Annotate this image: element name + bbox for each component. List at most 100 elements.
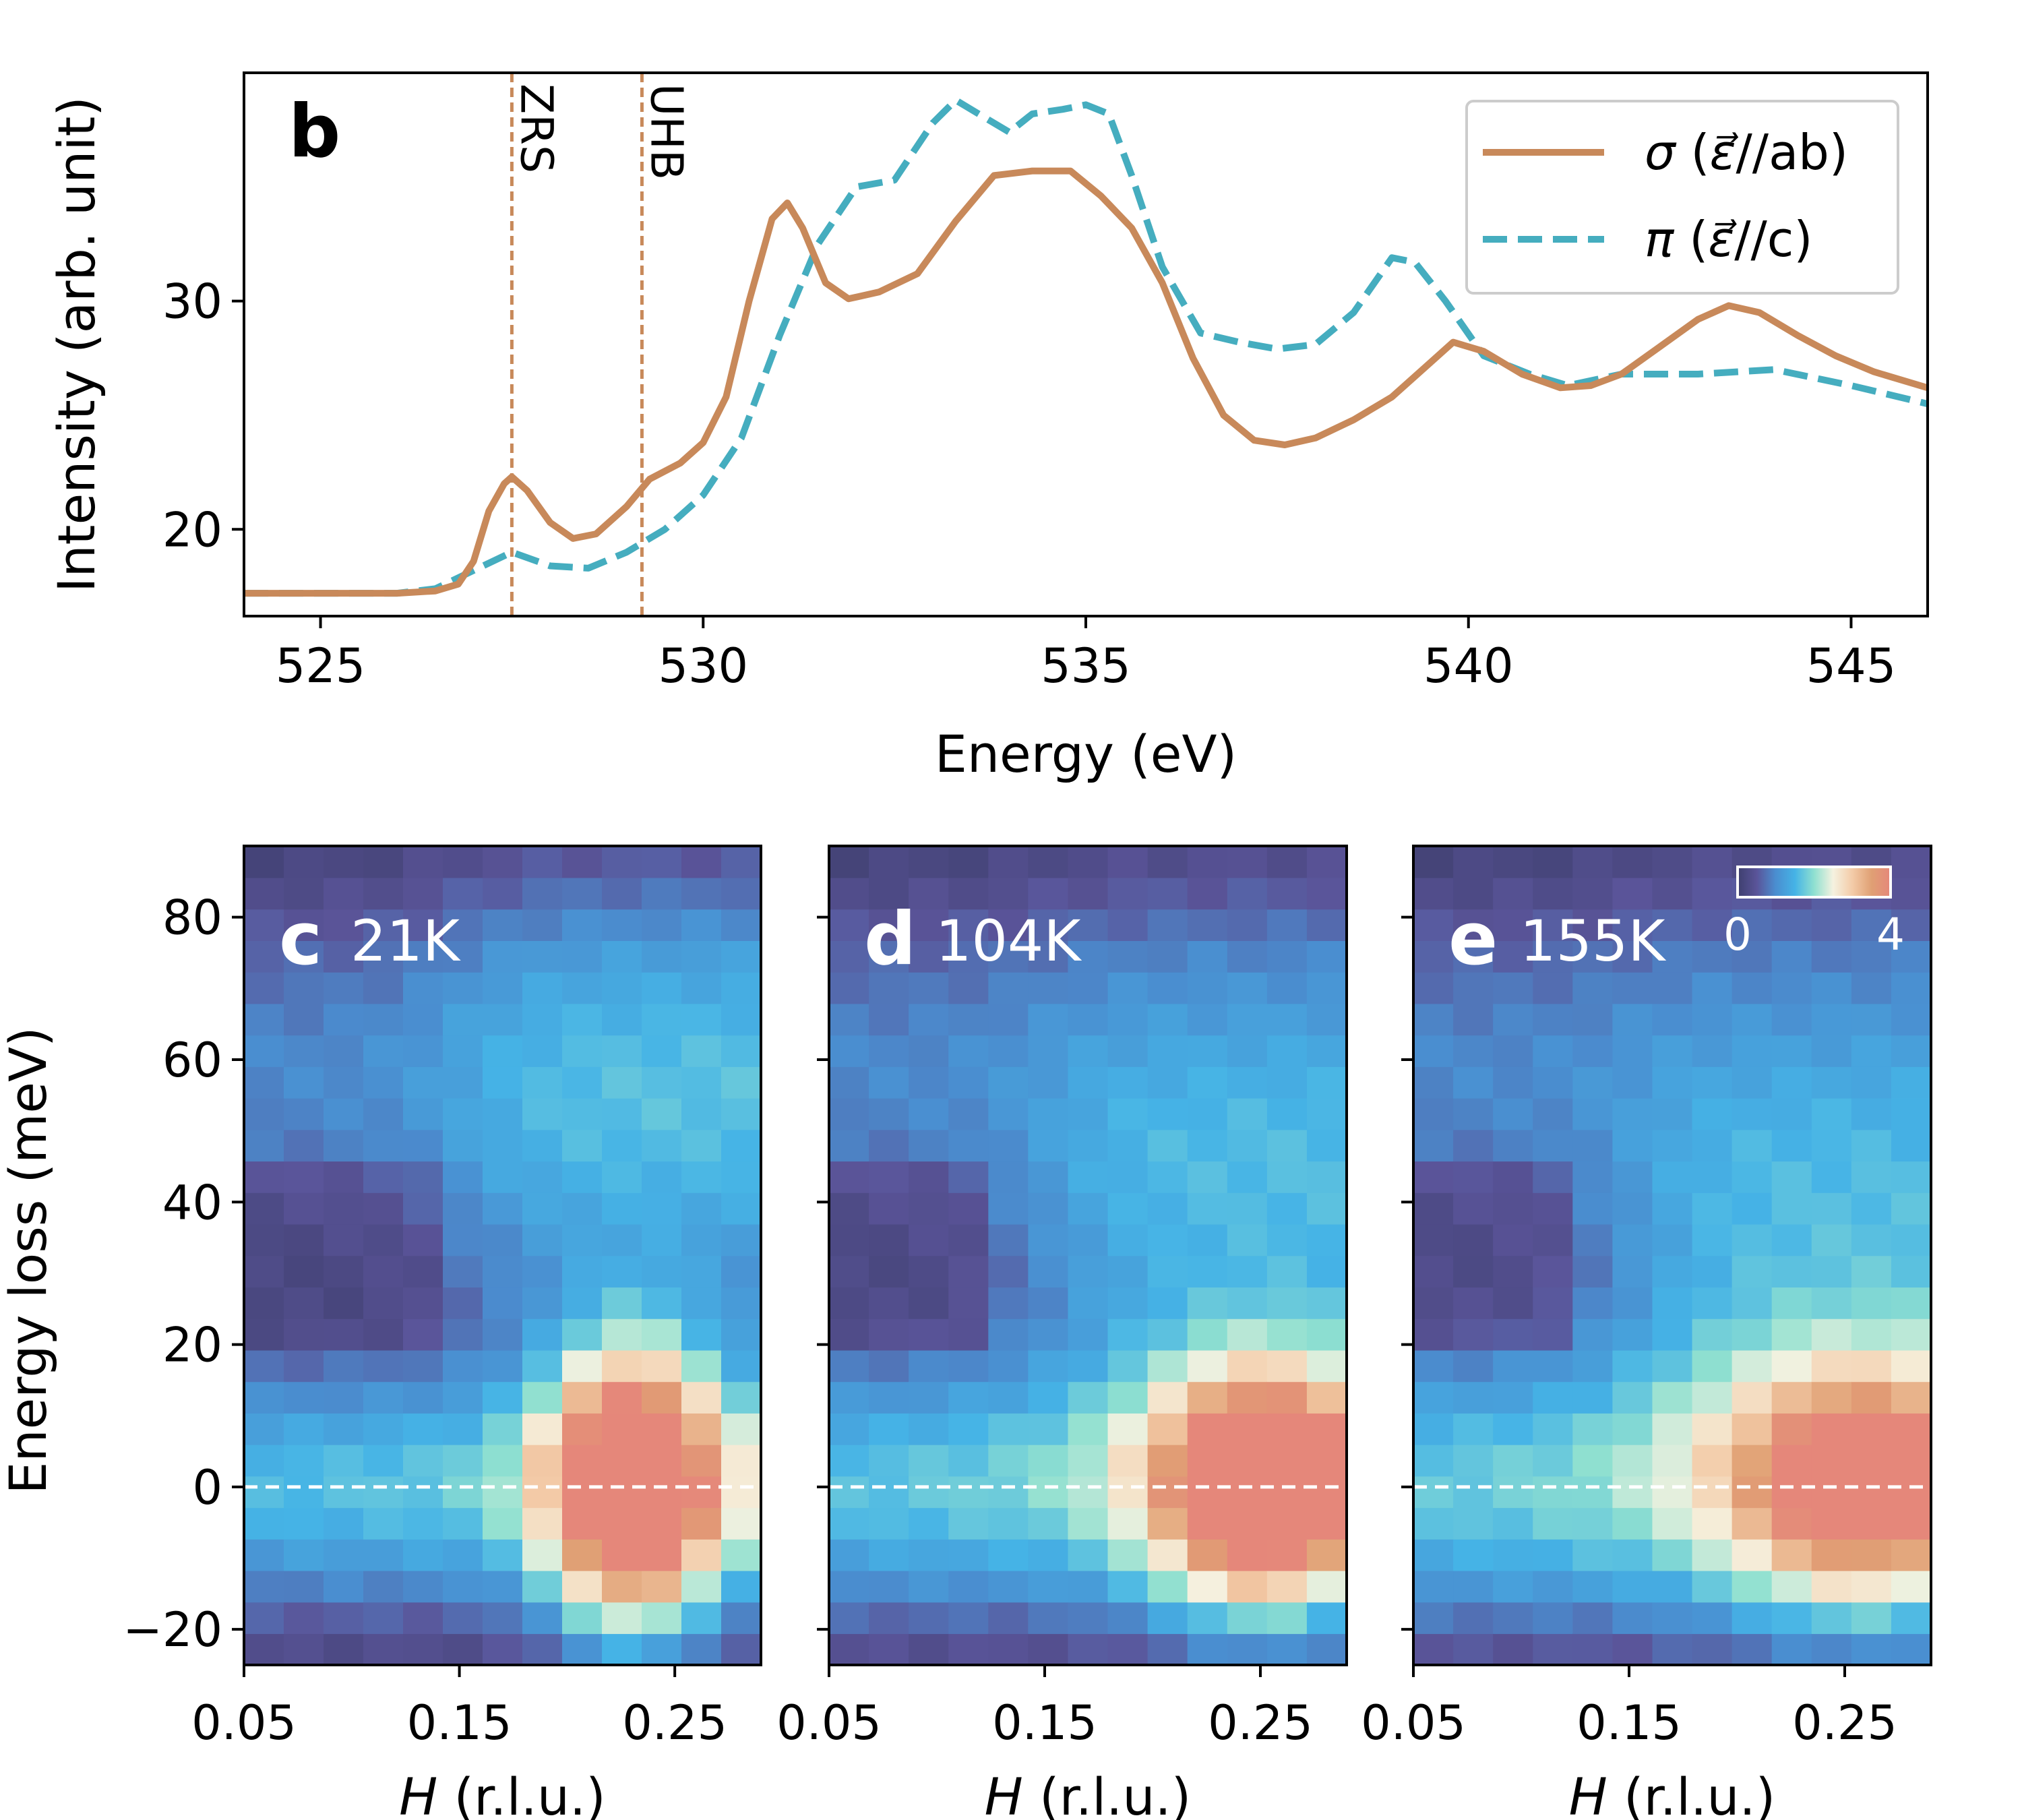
heatmap-cell xyxy=(1107,1003,1148,1036)
heatmap-cell xyxy=(1771,1066,1812,1099)
heatmap-cell xyxy=(1732,1129,1773,1162)
heatmap-cell xyxy=(1028,1507,1069,1540)
heatmap-cell xyxy=(324,1349,364,1383)
heatmap-cell xyxy=(562,1381,603,1414)
b-ytick-label: 30 xyxy=(162,274,222,330)
heatmap-cell xyxy=(324,1318,364,1351)
heatmap-cell xyxy=(1227,1287,1268,1319)
heatmap-cell xyxy=(681,1602,722,1635)
heatmap-cell xyxy=(602,1507,642,1540)
heatmap-cell xyxy=(443,1255,483,1288)
heatmap-cell xyxy=(324,1129,364,1162)
heatmap-cell xyxy=(1652,909,1693,941)
heatmap-cell xyxy=(721,909,762,941)
heatmap-cell xyxy=(1493,1287,1534,1319)
heatmap-cell xyxy=(602,909,642,941)
heatmap-cell xyxy=(948,1633,989,1666)
heatmap-cell xyxy=(948,1097,989,1130)
heatmap-cell xyxy=(483,1192,523,1225)
heatmap-cell xyxy=(1533,1066,1574,1099)
heatmap-cell xyxy=(1266,1570,1308,1603)
heatmap-cell xyxy=(1147,909,1188,941)
heatmap-cell xyxy=(1652,877,1693,910)
heatmap-cell xyxy=(1068,1602,1109,1635)
heatmap-cell xyxy=(1572,1287,1614,1319)
panel-e-temperature: 155K xyxy=(1520,908,1666,974)
heatmap-cell xyxy=(1572,1444,1614,1477)
heatmap-cell xyxy=(244,1476,284,1509)
heatmap-cell xyxy=(1453,1570,1494,1603)
heatmap-cell xyxy=(1652,1161,1693,1193)
heatmap-cell xyxy=(363,1633,404,1666)
heatmap-cell xyxy=(642,1287,682,1319)
heatmap-cell xyxy=(948,877,989,910)
heatmap-cell xyxy=(1533,1507,1574,1540)
heatmap-cell xyxy=(1692,1287,1733,1319)
heatmap-cell xyxy=(562,1255,603,1288)
heatmap-cell xyxy=(948,909,989,941)
heatmap-cell xyxy=(244,1129,284,1162)
heatmap-cell xyxy=(1732,971,1773,1004)
heatmap-cell xyxy=(1612,1444,1653,1477)
heatmap-cell xyxy=(1692,1035,1733,1067)
heatmap-cell xyxy=(988,1507,1029,1540)
heatmap-cell xyxy=(244,1570,284,1603)
heatmap-cell xyxy=(1187,1223,1228,1256)
heatmap-cell xyxy=(1306,1602,1347,1635)
heatmap-cell xyxy=(244,1192,284,1225)
series-sigma-line xyxy=(244,167,1928,597)
heatmap-cell xyxy=(1187,846,1228,878)
b-ytick-label: 20 xyxy=(162,502,222,557)
heatmap-cell xyxy=(363,1381,404,1414)
heatmap-cell xyxy=(1533,971,1574,1004)
heatmap-cell xyxy=(244,1444,284,1477)
heatmap-cell xyxy=(1612,909,1653,941)
heatmap-cell xyxy=(324,1476,364,1509)
heatmap-cell xyxy=(1811,1413,1852,1445)
heatmap-cell xyxy=(1068,1507,1109,1540)
heatmap-cell xyxy=(324,1602,364,1635)
heatmap-cell xyxy=(829,909,869,941)
heatmap-cell xyxy=(1068,909,1109,941)
heatmap-cell xyxy=(1533,1192,1574,1225)
heatmap-cell xyxy=(948,1255,989,1288)
heatmap-cell xyxy=(602,1287,642,1319)
heatmap-cell xyxy=(483,909,523,941)
heatmap-cell xyxy=(1306,1507,1347,1540)
panel-c-temperature: 21K xyxy=(350,908,461,974)
heatmap-cell xyxy=(1227,1318,1268,1351)
heatmap-cell xyxy=(1891,971,1932,1004)
heatmap-cell xyxy=(1266,1255,1308,1288)
heatmap-cell xyxy=(1413,1255,1454,1288)
heatmap-cell xyxy=(869,940,909,973)
heatmap-cell xyxy=(522,1161,563,1193)
heatmap-cell xyxy=(1612,1633,1653,1666)
heatmap-cell xyxy=(1187,1349,1228,1383)
heatmap-cell xyxy=(403,1507,443,1540)
heatmap-cell xyxy=(562,1539,603,1571)
heatmap-cell xyxy=(1572,1381,1614,1414)
heatmap-cell xyxy=(642,1507,682,1540)
heatmap-cell xyxy=(1612,1161,1653,1193)
heatmap-cell xyxy=(1413,909,1454,941)
heatmap-cell xyxy=(443,1349,483,1383)
heatmap-cell xyxy=(1612,846,1653,878)
heatmap-cell xyxy=(681,1444,722,1477)
heatmap-cell xyxy=(681,1192,722,1225)
heatmap-cell xyxy=(324,877,364,910)
heatmap-cell xyxy=(1306,940,1347,973)
heatmap-cell xyxy=(562,1003,603,1036)
heatmap-cell xyxy=(1068,1413,1109,1445)
heatmap-cell xyxy=(988,1633,1029,1666)
heatmap-cell xyxy=(988,1066,1029,1099)
heatmap-cell xyxy=(602,1570,642,1603)
heatmap-cell xyxy=(1612,1349,1653,1383)
heatmap-cell xyxy=(1533,1349,1574,1383)
heatmap-cell xyxy=(1107,909,1148,941)
heatmap-cell xyxy=(1107,1255,1148,1288)
heatmap-cells-c xyxy=(244,846,762,1666)
heatmap-cell xyxy=(988,1318,1029,1351)
heatmap-cell xyxy=(443,1161,483,1193)
heatmap-cell xyxy=(1572,1129,1614,1162)
heatmap-cell xyxy=(602,1633,642,1666)
